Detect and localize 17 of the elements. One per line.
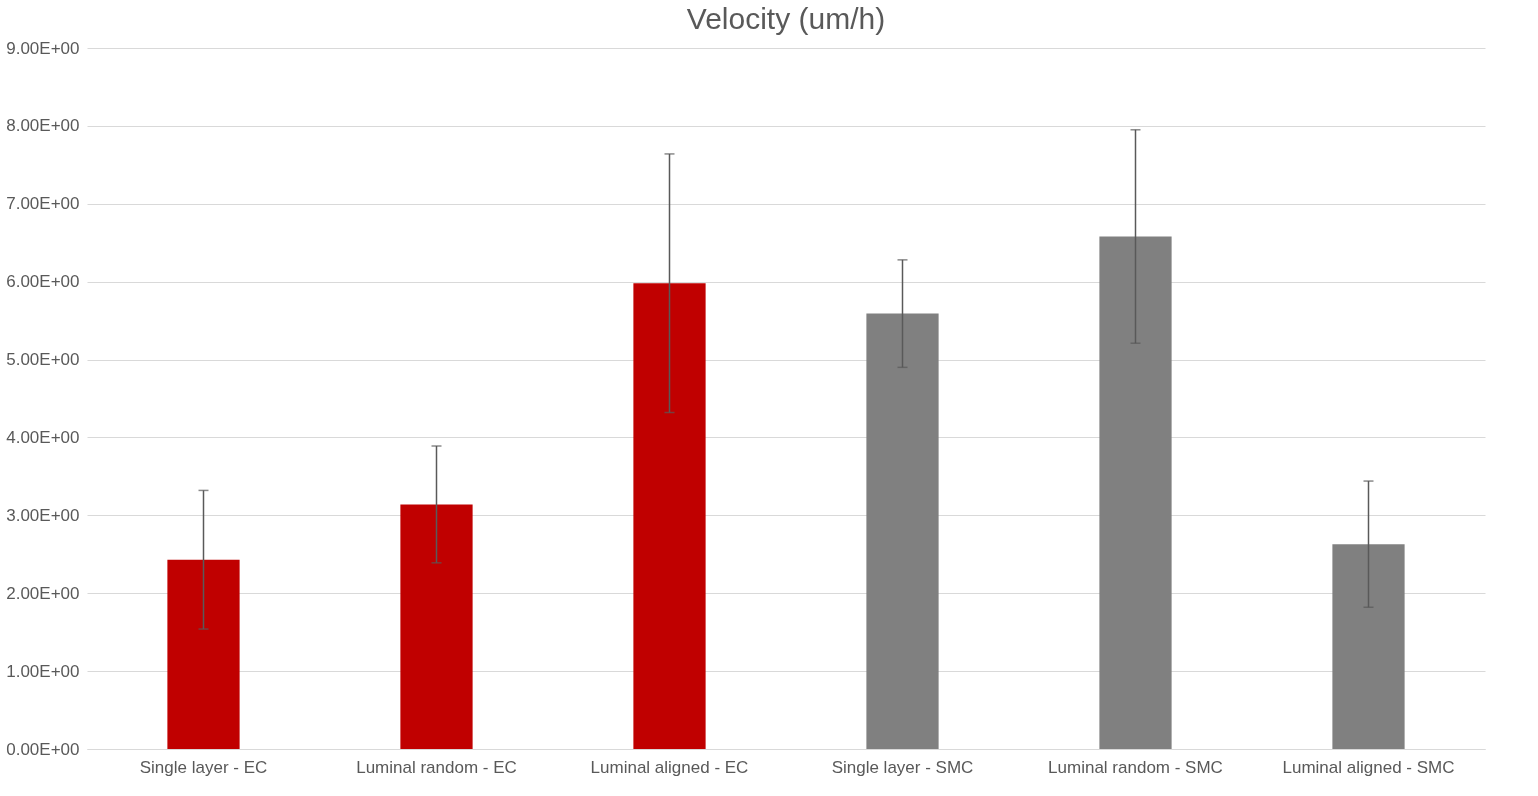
y-tick-label: 2.00E+00 [6,583,80,603]
chart-title: Velocity (um/h) [686,2,886,35]
x-tick-label: Luminal random - SMC [1048,757,1223,777]
y-tick-label: 7.00E+00 [6,194,80,214]
y-tick-label: 0.00E+00 [6,739,80,759]
x-tick-label: Luminal random - EC [356,757,517,777]
x-tick-label: Single layer - EC [139,757,268,777]
y-tick-label: 6.00E+00 [6,272,80,292]
y-tick-label: 4.00E+00 [6,427,80,447]
x-tick-label: Single layer - SMC [831,757,974,777]
x-tick-label: Luminal aligned - EC [590,757,749,777]
x-tick-label: Luminal aligned - SMC [1282,757,1455,777]
y-tick-label: 1.00E+00 [6,661,80,681]
y-tick-label: 3.00E+00 [6,505,80,525]
y-tick-label: 5.00E+00 [6,350,80,370]
y-tick-label: 9.00E+00 [6,38,80,58]
y-tick-label: 8.00E+00 [6,116,80,136]
